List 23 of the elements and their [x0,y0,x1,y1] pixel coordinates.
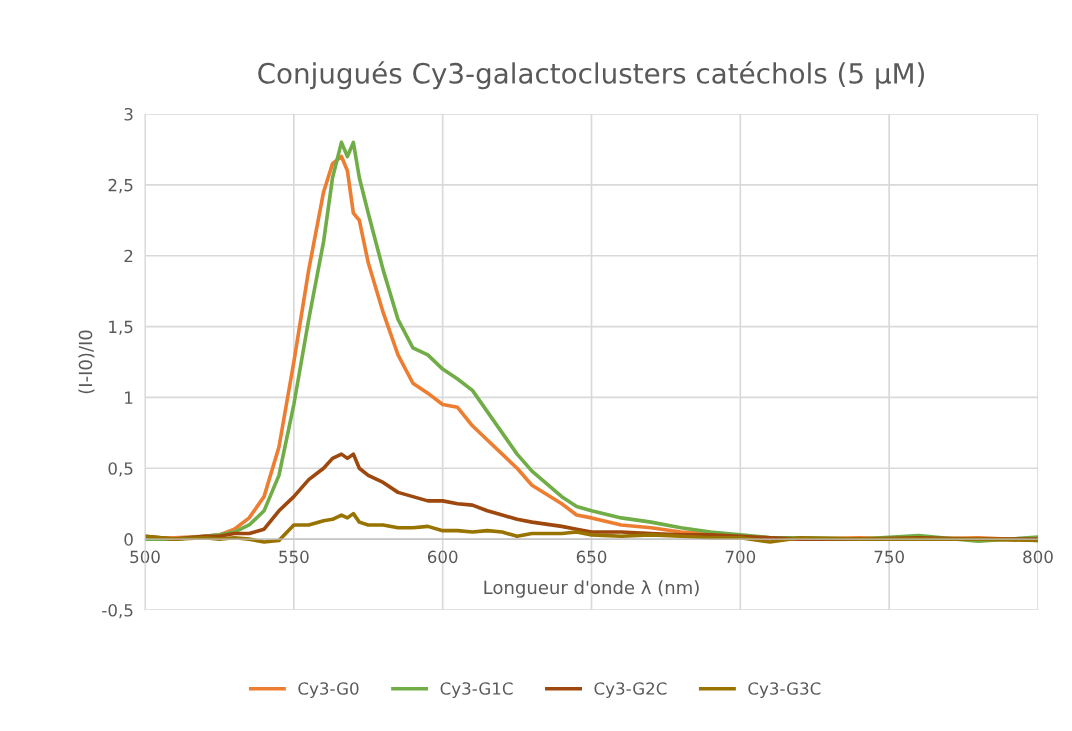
y-tick-label: 1,5 [109,320,133,335]
y-tick-label: 0,5 [108,462,133,477]
chart-title: Conjugués Cy3-galactoclusters catéchols (5 µM) [258,61,925,90]
y-tick-label: 3 [124,107,133,121]
line-series [145,511,1038,544]
y-tick-label: 2 [124,249,133,263]
y-tick-label: 2,5 [108,178,133,194]
x-tick-label: 750 [874,550,904,564]
x-axis-title: Longueur d'onde λ (nm) [484,580,699,598]
legend-label: Cy3-G1C [440,682,513,699]
y-tick-label: 1 [125,391,133,404]
x-tick-label: 600 [427,550,458,564]
x-tick-label: 800 [1023,550,1053,564]
legend-label: Cy3-G2C [594,682,667,699]
legend-label: Cy3-G0 [298,682,359,699]
y-axis-title: (I-I0)/I0 [78,330,95,394]
x-tick-label: 550 [279,550,309,564]
y-tick-label: -0,5 [102,603,133,619]
x-tick-label: 500 [130,550,160,564]
y-tick-label: 0 [124,533,133,546]
x-tick-label: 650 [576,550,607,564]
legend-label: Cy3-G3C [748,682,821,699]
x-tick-label: 700 [725,550,756,564]
